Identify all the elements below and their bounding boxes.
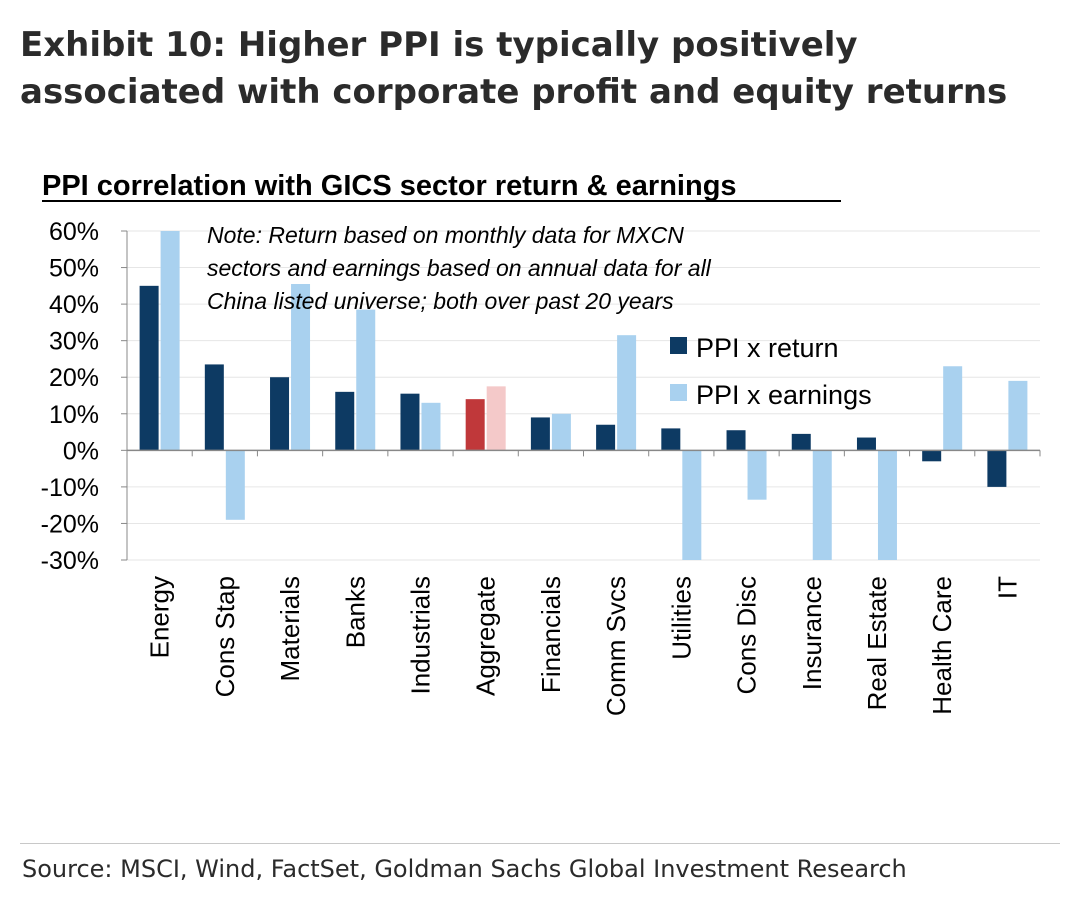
x-category-label: Materials [275,576,305,681]
bar-ppi-return [335,391,355,451]
bar-ppi-earnings [1008,380,1028,451]
bar-ppi-earnings [486,386,506,451]
bar-ppi-return [661,428,681,451]
bar-ppi-return [987,450,1007,487]
chart-note: China listed universe; both over past 20… [207,288,674,314]
x-category-label: Financials [536,576,566,693]
y-tick-label: 30% [49,328,99,356]
chart-title: PPI correlation with GICS sector return … [42,170,737,202]
y-tick-label: -10% [41,474,99,502]
x-category-label: Banks [340,576,370,648]
bar-ppi-return [856,437,876,451]
bar-ppi-return [270,377,290,451]
bar-ppi-earnings [617,335,637,451]
x-category-label: Cons Stap [210,576,240,697]
y-tick-label: -30% [41,547,99,575]
bar-ppi-earnings [877,450,897,560]
bar-ppi-earnings [160,231,180,451]
legend-swatch [670,337,687,354]
legend-label: PPI x earnings [696,380,872,410]
x-category-label: Comm Svcs [601,576,631,716]
x-category-label: Health Care [927,576,957,715]
x-category-label: Cons Disc [732,576,762,694]
source-divider [20,843,1060,844]
x-category-label: Utilities [666,576,696,660]
bar-ppi-earnings [943,366,963,451]
bar-ppi-return [204,364,224,451]
x-category-label: Insurance [797,576,827,690]
bar-ppi-earnings [291,284,311,451]
y-tick-label: 60% [49,218,99,246]
x-category-label: Energy [145,576,175,658]
bar-ppi-return [139,285,159,451]
y-tick-label: -20% [41,510,99,538]
y-tick-label: 50% [49,255,99,283]
y-tick-label: 40% [49,291,99,319]
chart-note: Note: Return based on monthly data for M… [207,222,684,248]
bar-ppi-return [465,399,485,451]
bar-chart: PPI correlation with GICS sector return … [41,170,1041,716]
y-tick-label: 0% [63,437,99,465]
legend-swatch [670,384,687,401]
bar-ppi-earnings [225,450,245,520]
legend-label: PPI x return [696,333,839,363]
chart-note: sectors and earnings based on annual dat… [207,255,712,281]
bar-ppi-earnings [356,309,376,451]
bar-ppi-return [791,433,811,451]
chart-container: PPI correlation with GICS sector return … [0,150,1080,790]
bar-ppi-return [400,393,420,451]
bar-ppi-return [596,424,616,451]
bar-ppi-earnings [682,450,702,560]
bar-ppi-earnings [551,413,571,451]
x-category-label: Real Estate [862,576,892,710]
bar-ppi-earnings [812,450,832,560]
x-category-label: IT [992,576,1022,599]
y-tick-label: 20% [49,364,99,392]
bar-ppi-earnings [747,450,767,500]
x-category-label: Industrials [405,576,435,695]
bar-ppi-return [530,417,550,451]
y-tick-label: 10% [49,401,99,429]
source-note: Source: MSCI, Wind, FactSet, Goldman Sac… [22,855,907,883]
bar-ppi-earnings [421,402,441,451]
bar-ppi-return [726,430,746,451]
exhibit-title: Exhibit 10: Higher PPI is typically posi… [20,25,1008,112]
x-category-label: Aggregate [471,576,501,696]
bar-ppi-return [922,450,942,462]
